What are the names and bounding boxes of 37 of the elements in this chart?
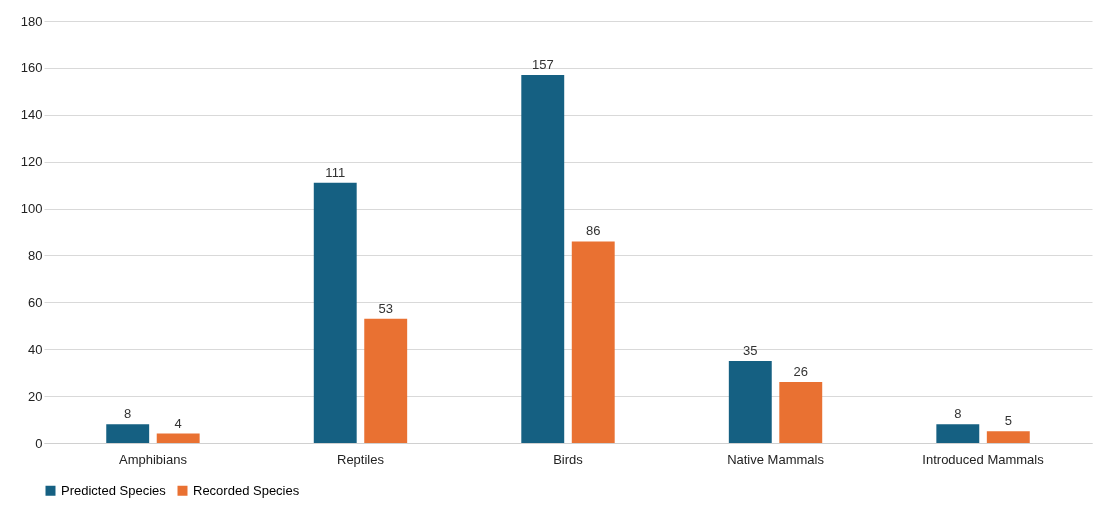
data-label: 53 <box>378 300 393 316</box>
bar <box>106 424 150 443</box>
y-tick-label: 60 <box>28 294 43 310</box>
data-label: 8 <box>124 406 132 422</box>
y-tick-label: 20 <box>28 388 43 404</box>
x-tick-label: Introduced Mammals <box>922 451 1045 467</box>
y-tick-label: 180 <box>20 13 43 29</box>
x-tick-label: Reptiles <box>336 451 385 467</box>
y-tick-label: 100 <box>20 201 43 217</box>
bar <box>779 382 823 443</box>
y-tick-label: 80 <box>28 247 43 263</box>
y-tick-label: 140 <box>20 107 43 123</box>
bar <box>571 241 615 443</box>
data-label: 86 <box>586 223 601 239</box>
y-tick-label: 160 <box>20 60 43 76</box>
data-label: 157 <box>531 56 554 72</box>
data-label: 111 <box>325 164 346 180</box>
bar <box>521 74 565 443</box>
legend-label: Predicted Species <box>61 482 167 498</box>
bar <box>364 318 408 443</box>
bar <box>728 360 772 443</box>
bar <box>986 431 1030 443</box>
data-label: 35 <box>743 342 758 358</box>
x-tick-label: Amphibians <box>118 451 188 467</box>
bar <box>936 424 980 443</box>
data-label: 8 <box>954 406 962 422</box>
x-tick-label: Birds <box>553 451 584 467</box>
bar <box>156 433 200 443</box>
y-tick-label: 40 <box>28 341 43 357</box>
data-label: 5 <box>1004 413 1012 429</box>
legend-label: Recorded Species <box>193 482 300 498</box>
y-tick-label: 120 <box>20 154 43 170</box>
data-label: 4 <box>174 415 182 431</box>
bar <box>313 182 357 443</box>
y-tick-label: 0 <box>35 435 43 451</box>
data-label: 26 <box>793 364 808 380</box>
x-tick-label: Native Mammals <box>727 451 825 467</box>
